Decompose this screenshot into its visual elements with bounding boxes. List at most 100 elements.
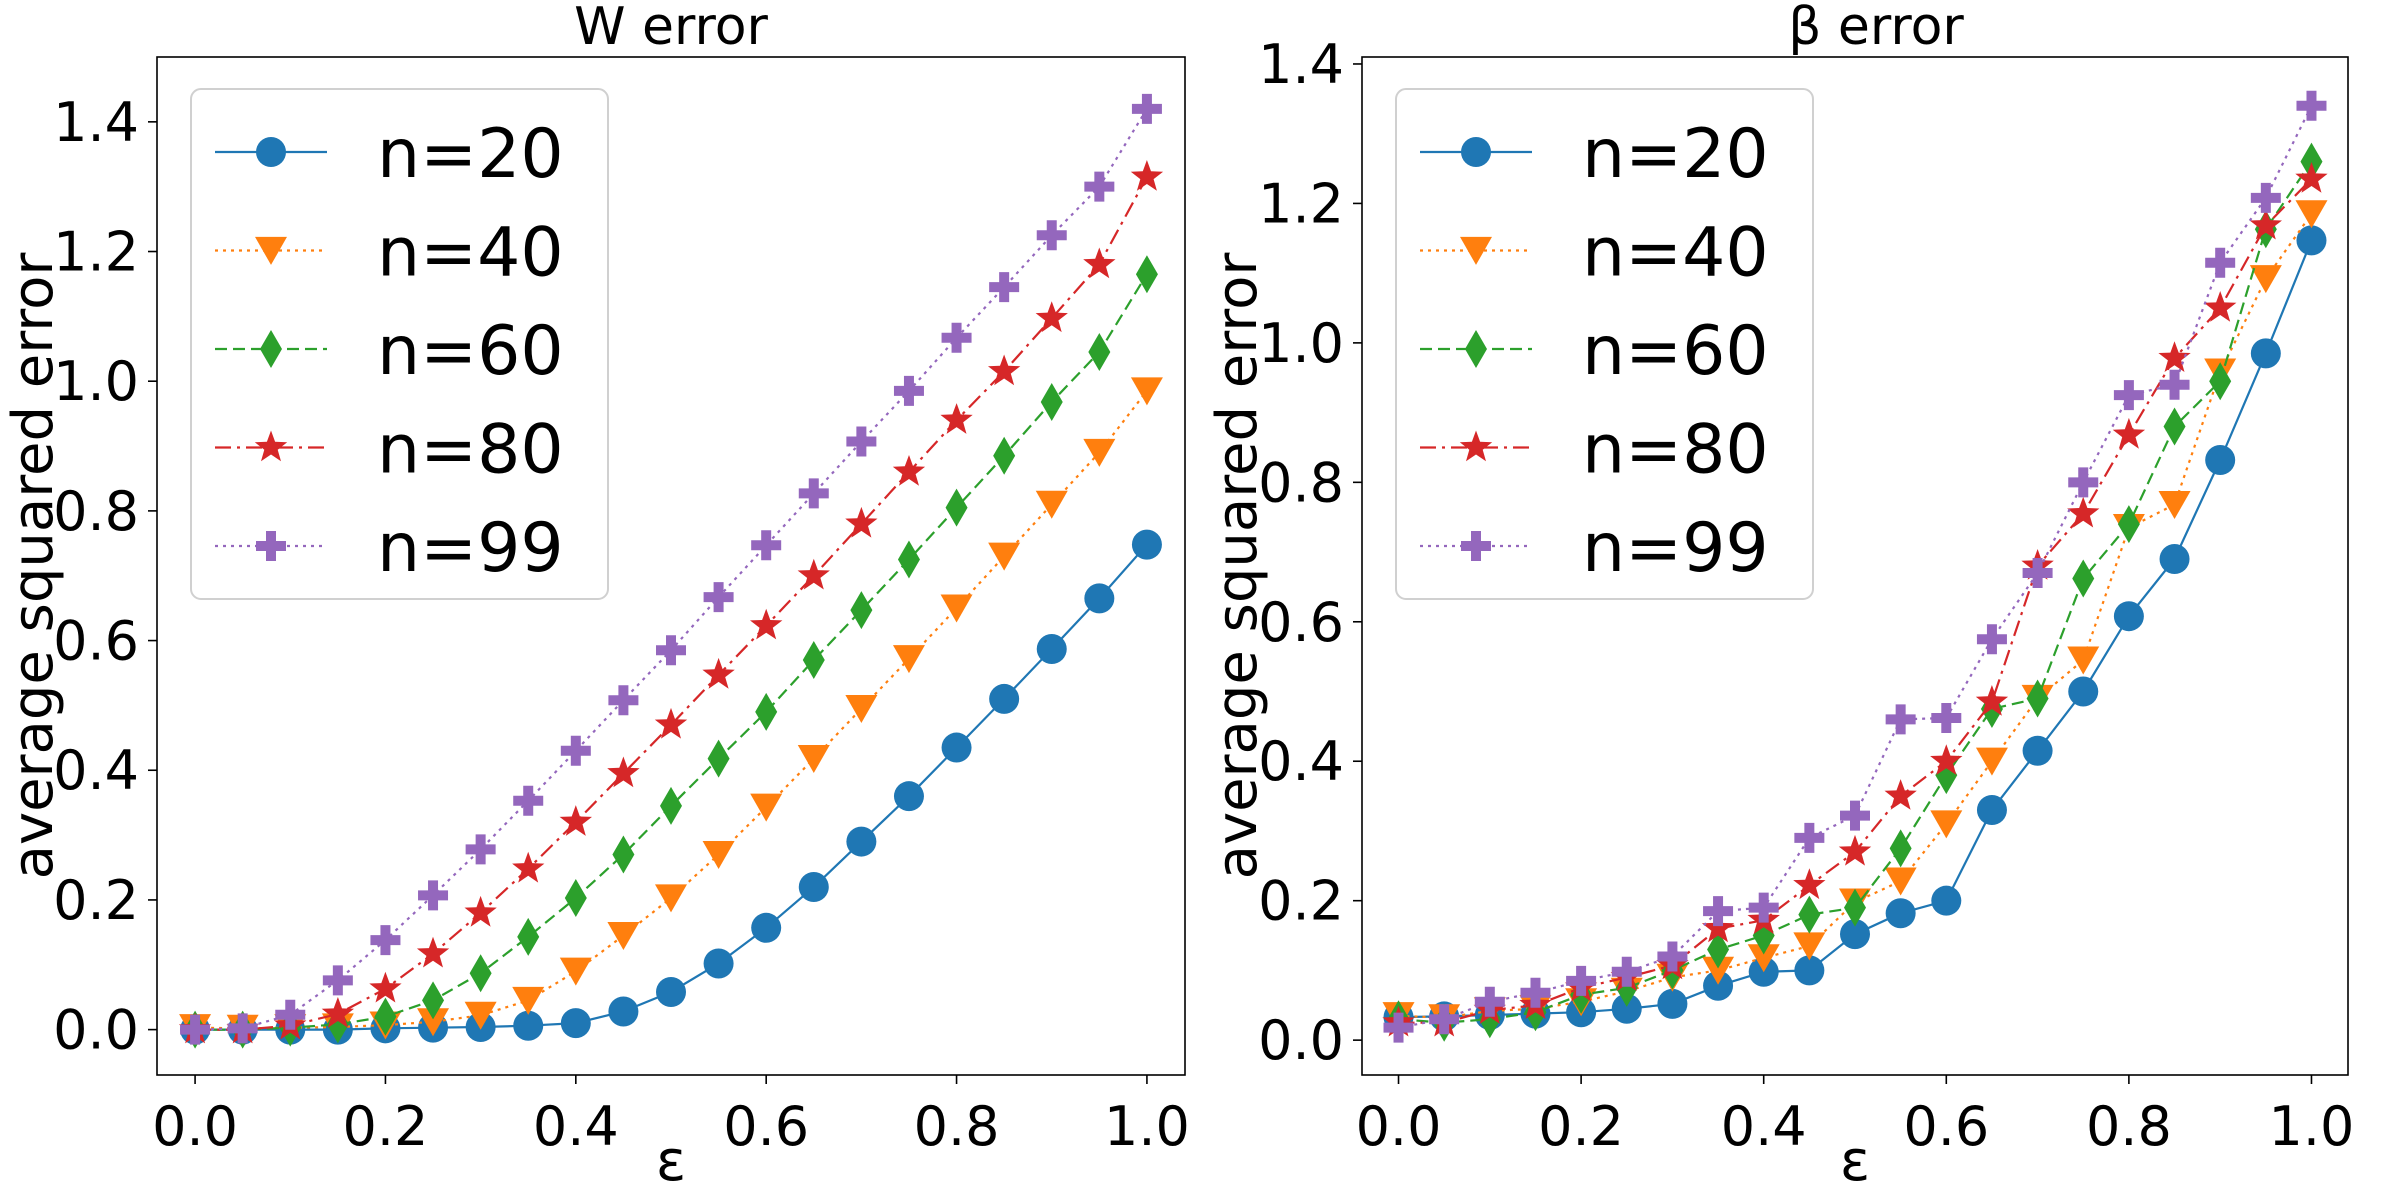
w-data-point-4-8 [560,735,591,766]
beta-data-point-4-19 [2250,182,2281,213]
w-data-point-1-8 [559,957,592,986]
beta-data-point-3-19 [2249,208,2282,240]
w-data-point-3-5 [416,936,450,968]
beta-data-point-4-5 [1611,956,1642,987]
beta-data-point-2-14 [2026,679,2049,718]
w-data-point-4-4 [370,925,401,956]
w-data-point-3-18 [1035,301,1068,333]
beta-data-point-3-9 [1793,868,1826,900]
w-x-tick-label-0: 0.0 [152,1095,238,1158]
w-data-point-1-18 [1035,490,1068,519]
w-data-point-3-4 [369,971,402,1003]
w-data-point-2-13 [802,641,825,680]
w-data-point-0-7 [513,1010,544,1041]
beta-x-tick-label-2: 0.4 [1721,1095,1807,1158]
w-data-point-4-16 [941,322,972,353]
beta-plot-frame [1361,56,2349,1076]
w-series-line-3 [195,176,1148,1031]
w-data-point-1-14 [845,695,878,724]
w-x-tick-label-2: 0.4 [533,1095,619,1158]
w-data-point-0-14 [846,826,877,857]
beta-data-point-0-12 [1931,885,1962,916]
w-legend-marker-3 [254,430,288,462]
w-legend-label-4: n=99 [377,509,564,588]
beta-legend-label-1: n=40 [1582,214,1769,293]
beta-data-point-0-15 [2068,676,2099,707]
beta-legend-label-4: n=99 [1582,509,1769,588]
w-data-point-1-6 [464,1001,497,1030]
beta-data-point-4-4 [1566,965,1597,996]
w-data-point-0-18 [1036,633,1067,664]
w-data-point-3-20 [1130,160,1164,191]
w-legend-marker-1 [255,236,287,265]
w-data-point-2-4 [374,997,397,1036]
beta-data-point-4-7 [1703,896,1734,927]
beta-legend: n=20 n=40 n=60 n=80 n=99 [1395,88,1814,600]
beta-data-point-1-15 [2067,646,2100,675]
beta-data-point-3-7 [1701,911,1735,943]
w-data-point-2-10 [660,786,682,825]
beta-x-tick-label-1: 0.2 [1538,1095,1624,1158]
beta-data-point-4-1 [1429,1004,1460,1035]
w-data-point-3-12 [750,608,783,640]
beta-legend-marker-0 [1461,137,1491,167]
w-x-tick-label-1: 0.2 [342,1095,428,1158]
beta-error-panel: β error 0.0 0.2 0.4 0.6 0.8 1.0 0.0 0.2 0.4 0.6 0.8… [1205,0,2354,1194]
w-data-point-3-10 [654,707,688,739]
beta-data-point-4-18 [2205,247,2236,278]
w-data-point-4-11 [703,582,734,613]
beta-data-point-0-10 [1840,919,1870,950]
w-data-point-1-11 [702,840,735,869]
beta-x-tick-label-0: 0.0 [1356,1095,1442,1158]
beta-legend-label-0: n=20 [1582,115,1769,194]
beta-legend-box [1395,88,1814,600]
w-data-point-4-17 [989,272,1020,303]
beta-data-point-4-3 [1520,977,1551,1008]
beta-data-point-2-7 [1707,930,1730,969]
beta-data-point-4-20 [2296,90,2327,121]
beta-data-point-0-14 [2022,735,2053,766]
w-data-point-0-15 [893,781,924,812]
w-data-point-2-19 [1088,333,1111,372]
w-data-point-0-10 [656,977,686,1008]
beta-data-point-3-17 [2158,341,2191,372]
beta-data-point-4-17 [2159,369,2190,400]
w-legend: n=20 n=40 n=60 n=80 n=99 [190,88,609,600]
w-data-point-0-16 [941,732,972,763]
beta-data-point-4-14 [2022,557,2053,588]
w-data-point-2-6 [469,954,492,993]
w-data-point-3-9 [607,756,640,788]
beta-x-tick-label-3: 0.6 [1903,1095,1989,1158]
w-legend-label-1: n=40 [377,214,564,293]
w-data-point-1-15 [892,645,925,674]
w-data-point-2-9 [612,835,635,874]
w-data-point-3-6 [464,895,497,927]
beta-legend-marker-1 [1460,236,1492,265]
w-data-point-0-17 [989,683,1020,714]
w-y-tick-label-0: 0.0 [53,999,139,1062]
beta-data-point-2-9 [1798,895,1821,934]
beta-data-point-4-16 [2113,380,2144,411]
w-data-point-0-13 [798,871,829,902]
beta-y-axis-label: average squared error [1205,252,1270,880]
beta-data-point-4-10 [1840,800,1870,831]
beta-data-point-4-13 [1976,624,2007,655]
w-data-point-4-12 [751,530,782,561]
w-data-point-0-9 [608,996,639,1027]
beta-data-point-3-15 [2067,496,2100,528]
w-data-point-4-6 [465,834,496,865]
beta-data-point-3-13 [1975,685,2009,716]
w-data-point-0-11 [703,948,734,979]
beta-data-point-4-9 [1794,822,1825,853]
beta-x-tick-label-5: 1.0 [2269,1095,2355,1158]
w-chart-title: W error [574,0,768,57]
w-y-tick-label-7: 1.4 [53,91,139,154]
w-data-point-3-17 [988,354,1021,386]
w-x-tick-label-4: 0.8 [914,1095,1000,1158]
beta-data-point-0-19 [2250,338,2281,369]
beta-legend-marker-4 [1461,531,1491,561]
w-y-tick-label-1: 0.2 [53,869,139,932]
w-data-point-1-20 [1130,377,1163,406]
beta-data-point-2-18 [2209,362,2232,401]
